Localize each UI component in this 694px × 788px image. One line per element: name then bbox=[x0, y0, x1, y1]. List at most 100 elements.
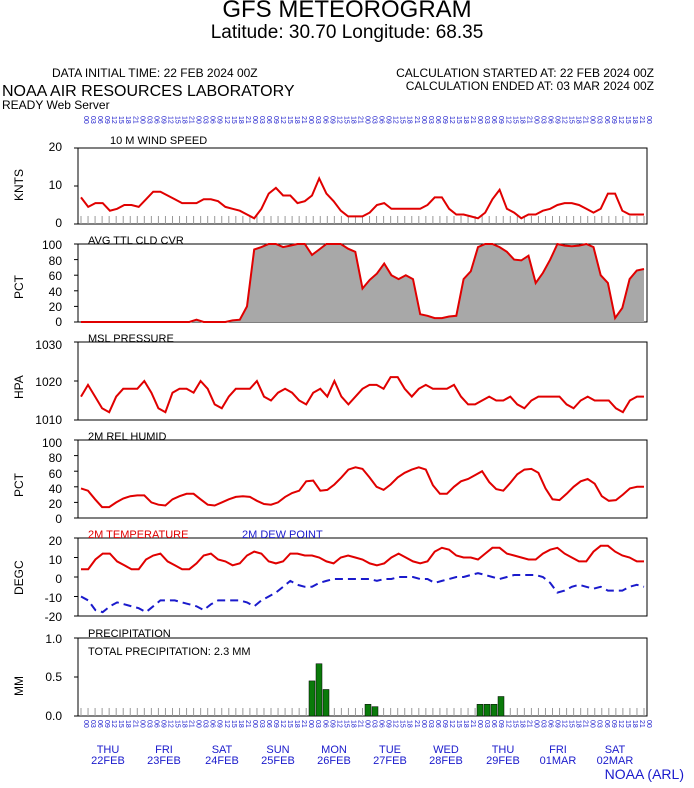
hour-tick-label-top: 15 bbox=[342, 116, 349, 124]
hour-tick-label-bottom: 15 bbox=[624, 720, 631, 728]
temp-tick: -20 bbox=[44, 610, 62, 624]
hour-tick-label-bottom: 21 bbox=[188, 720, 195, 728]
hour-tick-label-top: 21 bbox=[469, 116, 476, 124]
hour-tick-label-top: 15 bbox=[117, 116, 124, 124]
hour-tick-label-bottom: 06 bbox=[209, 720, 216, 728]
hour-tick-label-bottom: 03 bbox=[258, 720, 265, 728]
hour-tick-label-bottom: 15 bbox=[568, 720, 575, 728]
pressure-title: MSL PRESSURE bbox=[88, 333, 174, 345]
cloud-title: AVG TTL CLD CVR bbox=[88, 235, 184, 247]
hour-tick-label-bottom: 06 bbox=[603, 720, 610, 728]
hour-tick-label-bottom: 18 bbox=[293, 720, 300, 728]
hour-tick-label-bottom: 12 bbox=[448, 720, 455, 728]
hour-tick-label-top: 18 bbox=[462, 116, 469, 124]
hour-tick-label-top: 09 bbox=[385, 116, 392, 124]
hour-tick-label-bottom: 21 bbox=[356, 720, 363, 728]
hour-tick-label-bottom: 03 bbox=[202, 720, 209, 728]
hour-tick-label-top: 15 bbox=[230, 116, 237, 124]
hour-tick-label-top: 18 bbox=[237, 116, 244, 124]
panel-frame bbox=[77, 537, 648, 617]
precip-bar bbox=[322, 689, 330, 717]
hour-tick-label-bottom: 12 bbox=[279, 720, 286, 728]
hour-tick-label-bottom: 09 bbox=[610, 720, 617, 728]
hour-tick-label-bottom: 21 bbox=[413, 720, 420, 728]
hour-tick-label-bottom: 15 bbox=[455, 720, 462, 728]
pressure-tick: 1020 bbox=[35, 375, 62, 389]
hour-tick-label-bottom: 09 bbox=[441, 720, 448, 728]
precip-bar bbox=[490, 704, 498, 717]
hour-tick-label-bottom: 21 bbox=[525, 720, 532, 728]
hour-tick-label-bottom: 03 bbox=[483, 720, 490, 728]
hour-tick-label-bottom: 12 bbox=[617, 720, 624, 728]
hour-tick-label-top: 09 bbox=[554, 116, 561, 124]
hour-tick-label-top: 03 bbox=[314, 116, 321, 124]
hour-tick-label-bottom: 00 bbox=[195, 720, 202, 728]
hour-tick-label-bottom: 15 bbox=[399, 720, 406, 728]
day-date: 24FEB bbox=[205, 755, 239, 767]
hour-tick-label-top: 06 bbox=[265, 116, 272, 124]
panel-frame bbox=[77, 147, 648, 225]
hour-tick-label-top: 21 bbox=[638, 116, 645, 124]
pressure-ylabel: HPA bbox=[12, 375, 26, 399]
cloud-ylabel: PCT bbox=[12, 275, 26, 299]
day-date: 27FEB bbox=[373, 755, 407, 767]
hour-tick-label-top: 06 bbox=[321, 116, 328, 124]
hour-tick-label-top: 09 bbox=[216, 116, 223, 124]
hour-tick-label-top: 00 bbox=[364, 116, 371, 124]
precip-bar bbox=[476, 704, 484, 717]
hour-tick-label-top: 12 bbox=[335, 116, 342, 124]
hour-tick-label-top: 00 bbox=[82, 116, 89, 124]
dew-title: 2M DEW POINT bbox=[242, 529, 323, 541]
hour-tick-label-top: 15 bbox=[399, 116, 406, 124]
day-label: THU 22FEB bbox=[78, 745, 138, 767]
hour-tick-label-bottom: 00 bbox=[476, 720, 483, 728]
pressure-line bbox=[80, 376, 644, 414]
cloud-tick: 80 bbox=[48, 254, 62, 268]
hour-tick-label-bottom: 00 bbox=[138, 720, 145, 728]
temp-title: 2M TEMPERATURE bbox=[88, 529, 189, 541]
wind-title: 10 M WIND SPEED bbox=[110, 135, 208, 147]
hour-tick-label-bottom: 18 bbox=[518, 720, 525, 728]
page-title: GFS METEOROGRAM bbox=[222, 0, 472, 23]
hour-tick-label-bottom: 18 bbox=[631, 720, 638, 728]
wind-ylabel: KNTS bbox=[12, 168, 26, 201]
hour-tick-label-top: 06 bbox=[434, 116, 441, 124]
location-subtitle: Latitude: 30.70 Longitude: 68.35 bbox=[210, 22, 484, 43]
hour-tick-label-top: 03 bbox=[145, 116, 152, 124]
hour-tick-label-top: 09 bbox=[103, 116, 110, 124]
credit-label: NOAA (ARL) bbox=[604, 766, 684, 782]
precip-bar bbox=[308, 680, 316, 717]
humid-tick: 100 bbox=[41, 436, 62, 450]
hour-tick-label-bottom: 03 bbox=[539, 720, 546, 728]
hour-tick-label-top: 03 bbox=[483, 116, 490, 124]
cloud-tick: 100 bbox=[41, 238, 62, 252]
panel-frame bbox=[77, 341, 648, 421]
hour-tick-label-bottom: 09 bbox=[554, 720, 561, 728]
hour-tick-label-bottom: 21 bbox=[469, 720, 476, 728]
hour-tick-label-top: 18 bbox=[124, 116, 131, 124]
day-label: TUE 27FEB bbox=[360, 745, 420, 767]
hour-tick-label-bottom: 00 bbox=[420, 720, 427, 728]
hour-tick-label-top: 12 bbox=[392, 116, 399, 124]
precip-bar bbox=[483, 704, 491, 717]
humid-ylabel: PCT bbox=[12, 473, 26, 497]
hour-tick-label-top: 06 bbox=[209, 116, 216, 124]
hour-tick-label-bottom: 12 bbox=[392, 720, 399, 728]
hour-tick-label-top: 03 bbox=[202, 116, 209, 124]
hour-tick-label-top: 09 bbox=[159, 116, 166, 124]
temp-tick: -10 bbox=[44, 591, 62, 605]
day-date: 22FEB bbox=[91, 755, 125, 767]
hour-tick-label-bottom: 09 bbox=[216, 720, 223, 728]
hour-tick-label-bottom: 21 bbox=[638, 720, 645, 728]
cloud-tick: 60 bbox=[48, 269, 62, 283]
calc-ended: CALCULATION ENDED AT: 03 MAR 2024 00Z bbox=[405, 79, 654, 93]
hour-tick-label-top: 00 bbox=[476, 116, 483, 124]
hour-tick-label-bottom: 21 bbox=[582, 720, 589, 728]
day-date: 02MAR bbox=[596, 755, 634, 767]
hour-tick-label-top: 21 bbox=[525, 116, 532, 124]
hour-tick-label-top: 03 bbox=[596, 116, 603, 124]
hour-tick-label-top: 18 bbox=[406, 116, 413, 124]
hour-tick-label-top: 21 bbox=[188, 116, 195, 124]
precip-ylabel: MM bbox=[12, 676, 26, 696]
precip-bar bbox=[371, 706, 379, 717]
